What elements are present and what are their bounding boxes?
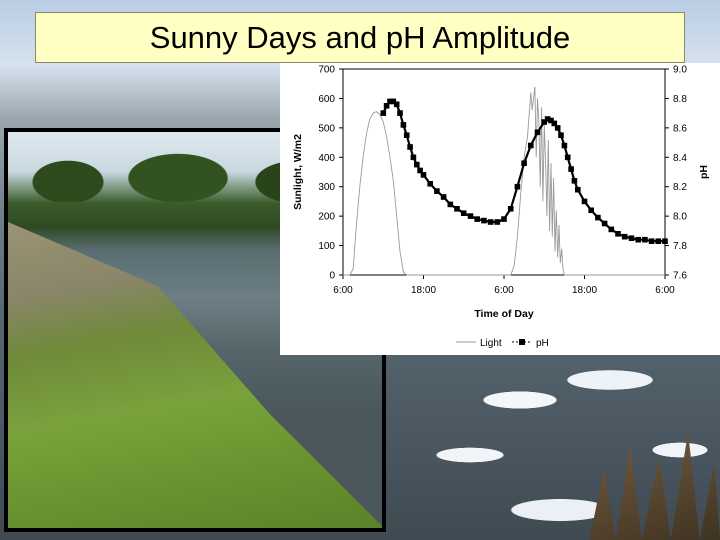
x-tick-label: 6:00 [655,285,675,296]
ph-point [387,98,393,105]
left-tick-label: 200 [318,212,335,223]
ph-point [635,236,641,243]
ph-point [380,110,387,116]
ph-point [400,122,407,128]
ph-point [410,154,417,161]
right-tick-label: 7.6 [673,271,687,282]
right-tick-label: 7.8 [673,241,687,252]
ph-point [615,231,621,237]
ph-point [427,181,433,187]
ph-point [541,119,547,125]
x-tick-label: 6:00 [494,285,514,296]
ph-point [655,238,662,244]
ph-point [501,216,507,222]
ph-point [561,142,568,149]
legend-ph-swatch [519,339,525,345]
ph-point [588,207,594,214]
ph-point [467,213,474,219]
ph-point [568,166,574,172]
ph-point [393,101,400,108]
ph-point [571,178,578,184]
left-tick-label: 300 [318,182,335,193]
right-axis-title: pH [698,165,710,179]
ph-point [397,110,403,116]
ph-point [548,117,554,124]
ph-point [487,219,494,225]
ph-point [481,217,487,224]
ph-point [528,142,534,149]
ph-point [662,238,668,244]
ph-point [514,183,521,190]
left-tick-label: 600 [318,94,335,105]
ph-point [534,129,541,136]
left-tick-label: 700 [318,65,335,76]
ph-point [575,186,581,193]
ph-point [648,238,655,244]
ph-point [460,210,467,216]
ph-point [474,216,480,222]
light-series [343,86,665,276]
ph-point [434,188,440,194]
chart-svg: 0 100 200 300 400 500 600 700 7.6 7.8 8.0 8.2 8.4 8.… [292,65,710,350]
ph-point [494,219,501,225]
ph-point [440,194,447,200]
x-tick-label: 6:00 [333,285,353,296]
ph-point [564,154,571,161]
left-axis-title: Sunlight, W/m2 [292,134,304,210]
chart-panel: 0 100 200 300 400 500 600 700 7.6 7.8 8.0 8.2 8.4 8.… [280,63,720,355]
ph-point [608,226,615,233]
ph-point [521,160,527,166]
left-axis-ticks: 0 100 200 300 400 500 600 700 [318,65,343,282]
right-tick-label: 8.6 [673,123,687,134]
right-axis-ticks: 7.6 7.8 8.0 8.2 8.4 8.6 8.8 9.0 [665,65,687,282]
left-tick-label: 500 [318,123,335,134]
ph-point [420,172,427,178]
ph-point [390,98,397,105]
x-tick-label: 18:00 [411,285,436,296]
ph-series-line [382,100,665,243]
ph-point [551,120,558,127]
x-axis-ticks: 6:00 18:00 6:00 18:00 6:00 [333,275,675,296]
ph-point [407,144,413,150]
ph-point [544,116,551,122]
right-tick-label: 8.0 [673,212,687,223]
ph-point [403,132,410,138]
left-tick-label: 400 [318,153,335,164]
ph-point [383,103,390,109]
left-tick-label: 100 [318,241,335,252]
ph-point [417,167,423,174]
ph-point [581,198,588,205]
ph-point [595,214,601,221]
ph-point [621,233,628,240]
ph-series [380,98,668,244]
ph-point [454,206,460,212]
right-tick-label: 8.2 [673,182,687,193]
light-series-line [343,86,665,276]
left-tick-label: 0 [329,271,335,282]
x-tick-label: 18:00 [572,285,597,296]
ph-point [554,125,561,131]
legend-light-label: Light [480,338,502,349]
legend-ph-label: pH [536,338,549,349]
legend: Light pH [456,338,549,349]
ph-point [558,132,564,138]
x-axis-title: Time of Day [474,308,533,320]
ph-point [447,201,454,208]
ph-point [507,206,514,212]
slide-title: Sunny Days and pH Amplitude [149,19,571,55]
right-tick-label: 9.0 [673,65,687,76]
right-tick-label: 8.8 [673,94,687,105]
ph-point [628,235,635,241]
slide-title-box: Sunny Days and pH Amplitude [35,12,685,63]
ph-point [414,161,420,168]
ph-point [642,236,648,243]
ph-point [601,220,608,227]
right-tick-label: 8.4 [673,153,687,164]
